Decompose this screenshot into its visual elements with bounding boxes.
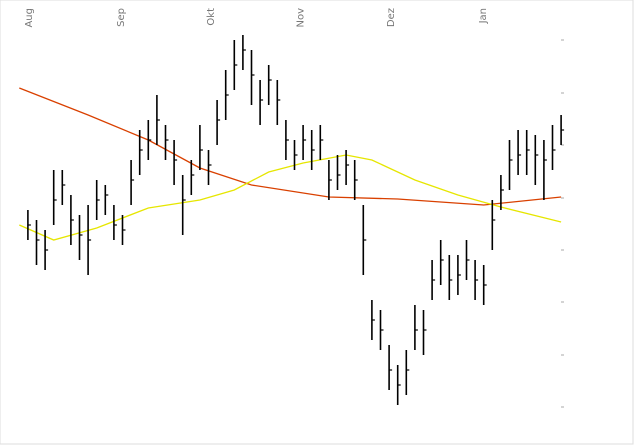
month-label: Sep (116, 8, 127, 27)
month-label: Nov (296, 8, 307, 28)
moving-average (19, 154, 562, 241)
month-label: Aug (24, 8, 35, 28)
moving-average (19, 87, 562, 206)
month-label: Jan (478, 8, 489, 24)
month-label: Dez (386, 8, 397, 27)
month-label: Okt (206, 8, 217, 26)
